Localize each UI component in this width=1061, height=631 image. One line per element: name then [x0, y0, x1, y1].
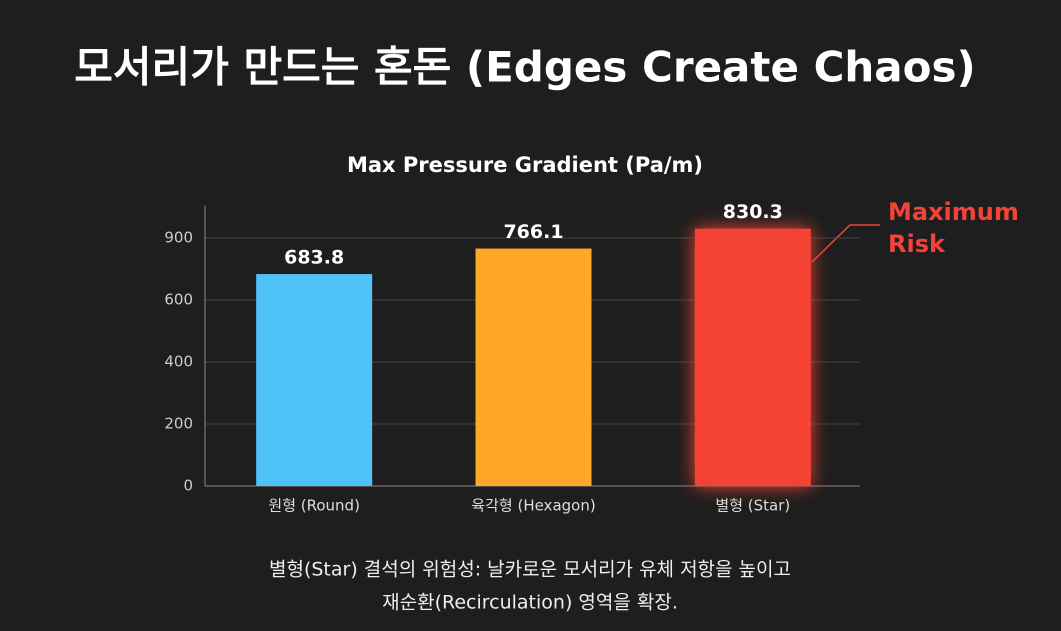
y-tick-label: 0 — [183, 477, 193, 495]
y-tick-label: 600 — [164, 291, 193, 309]
value-label: 683.8 — [284, 247, 344, 269]
caption-line: 별형(Star) 결석의 위험성: 날카로운 모서리가 유체 저항을 높이고 — [269, 559, 791, 581]
value-label: 830.3 — [723, 201, 783, 223]
slide-title: 모서리가 만드는 혼돈 (Edges Create Chaos) — [74, 43, 975, 92]
x-tick-label: 육각형 (Hexagon) — [471, 497, 595, 515]
annotation: Maximum — [888, 198, 1019, 226]
y-tick-label: 400 — [164, 353, 193, 371]
y-tick-label: 900 — [164, 229, 193, 247]
chart-title: Max Pressure Gradient (Pa/m) — [347, 153, 703, 177]
caption-line: 재순환(Recirculation) 영역을 확장. — [382, 592, 678, 614]
value-label: 766.1 — [503, 221, 563, 243]
y-tick-label: 200 — [164, 415, 193, 433]
x-tick-label: 별형 (Star) — [715, 497, 790, 515]
x-tick-label: 원형 (Round) — [268, 497, 360, 515]
annotation-leader — [811, 224, 880, 263]
bar — [256, 274, 373, 486]
annotation: Risk — [888, 230, 946, 258]
bar — [475, 248, 592, 486]
bar — [694, 228, 811, 486]
